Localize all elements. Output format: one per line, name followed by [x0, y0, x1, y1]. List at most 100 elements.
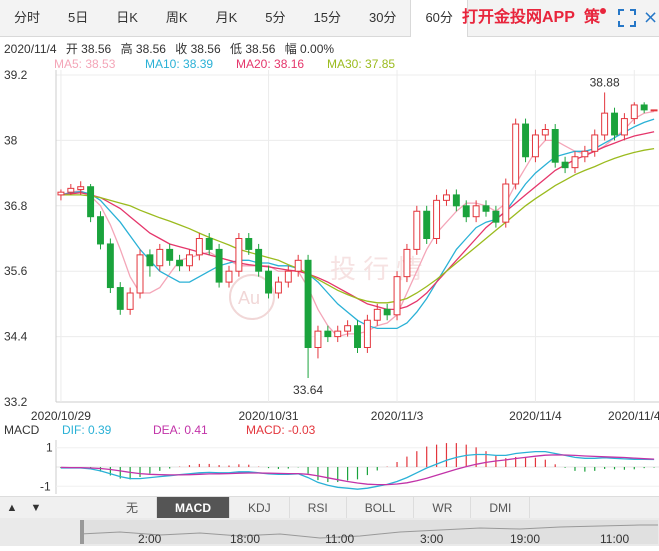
- ma5-legend: MA5: 38.53: [54, 57, 116, 71]
- info-open: 开 38.56: [65, 42, 112, 56]
- indicator-bar: ▲ ▼ 无 MACD KDJ RSI BOLL WR DMI: [0, 496, 659, 519]
- macd-title: MACD: [4, 423, 40, 437]
- macd-dea-line: [60, 454, 655, 486]
- nav-label-2: 18:00: [230, 532, 261, 546]
- y-tick-label: 36.8: [4, 199, 28, 213]
- macd-chart: 1 -1: [40, 440, 659, 494]
- y-tick-label: 33.2: [4, 395, 28, 409]
- candle-body: [235, 238, 243, 272]
- ma20-legend: MA20: 38.16: [236, 57, 305, 71]
- candle-body: [225, 270, 233, 283]
- candle-body: [650, 109, 658, 112]
- info-change: 幅 0.00%: [284, 42, 335, 56]
- candle-body: [443, 194, 450, 201]
- candle-body: [472, 205, 480, 218]
- candle-body: [640, 104, 648, 111]
- candle-body: [195, 238, 203, 256]
- indicator-rsi[interactable]: RSI: [290, 497, 347, 519]
- candle-body: [522, 123, 530, 158]
- open-app-link[interactable]: 打开金投网APP: [462, 9, 575, 26]
- indicator-dmi[interactable]: DMI: [471, 497, 531, 519]
- macd-dif: DIF: 0.39: [62, 423, 112, 437]
- candle-body: [581, 150, 589, 158]
- watermark-au: Au: [238, 288, 260, 308]
- timeframe-tabs: 分时 5日 日K 周K 月K 5分 15分 30分 60分: [0, 0, 659, 37]
- candle-body: [482, 205, 490, 212]
- tab-30min[interactable]: 30分: [368, 10, 397, 25]
- indicator-macd[interactable]: MACD: [157, 497, 231, 519]
- x-tick-label: 2020/10/31: [239, 409, 299, 423]
- tab-5day[interactable]: 5日: [68, 10, 89, 25]
- ohlc-info: 2020/11/4 开 38.56 高 38.56 收 38.56 低 38.5…: [4, 40, 340, 57]
- policy-link[interactable]: 策: [584, 9, 601, 26]
- candle-body: [67, 187, 75, 193]
- tab-daily-k[interactable]: 日K: [116, 10, 138, 25]
- x-tick-label: 2020/11/4: [509, 409, 562, 423]
- candle-body: [77, 186, 85, 190]
- candle-body: [373, 308, 381, 321]
- indicator-none[interactable]: 无: [108, 497, 158, 519]
- navigator-handle-left: [80, 520, 84, 544]
- close-icon[interactable]: ⨯: [643, 7, 659, 27]
- candle-body: [393, 276, 401, 316]
- candle-body: [452, 194, 460, 207]
- tab-fenshi[interactable]: 分时: [14, 10, 41, 25]
- ma30-legend: MA30: 37.85: [327, 57, 396, 71]
- y-tick-label: 35.6: [4, 264, 28, 278]
- fullscreen-icon[interactable]: [618, 9, 636, 27]
- tab-monthly-k[interactable]: 月K: [215, 10, 238, 25]
- candle-body: [245, 238, 253, 250]
- macd-dif-line: [60, 450, 655, 490]
- candle-body: [512, 123, 520, 185]
- indicator-wr[interactable]: WR: [414, 497, 472, 519]
- candle-body: [116, 287, 124, 310]
- ma10-legend: MA10: 38.39: [145, 57, 214, 71]
- y-tick-label: 34.4: [4, 330, 28, 344]
- candle-body: [176, 259, 184, 267]
- y-tick-label: 39.2: [4, 68, 28, 82]
- candle-body: [541, 129, 549, 136]
- range-navigator[interactable]: [0, 518, 659, 546]
- candle-body: [334, 330, 342, 338]
- price-annotation: 38.88: [590, 75, 620, 89]
- candle-body: [344, 325, 352, 332]
- candle-body: [363, 319, 371, 348]
- candle-body: [284, 270, 292, 283]
- candle-body: [551, 129, 559, 163]
- down-arrow-icon[interactable]: ▼: [30, 502, 42, 514]
- indicator-boll[interactable]: BOLL: [347, 497, 415, 519]
- nav-label-4: 3:00: [420, 532, 444, 546]
- candle-body: [205, 238, 213, 250]
- info-high: 高 38.56: [120, 42, 166, 56]
- x-tick-label: 2020/11/3: [371, 409, 424, 423]
- macd-dea: DEA: 0.41: [153, 423, 208, 437]
- candle-body: [265, 270, 272, 294]
- indicator-kdj[interactable]: KDJ: [230, 497, 290, 519]
- candle-body: [502, 183, 510, 223]
- tab-15min[interactable]: 15分: [313, 10, 341, 25]
- tab-5min[interactable]: 5分: [265, 10, 286, 25]
- nav-label-3: 11:00: [325, 532, 355, 546]
- candle-body: [571, 156, 579, 169]
- info-close: 收 38.56: [175, 42, 221, 56]
- tab-weekly-k[interactable]: 周K: [165, 10, 188, 25]
- ma-line-ma5: [60, 110, 655, 338]
- x-tick-label: 2020/11/4: [608, 409, 659, 423]
- candle-body: [166, 248, 174, 261]
- candle-body: [611, 112, 618, 136]
- candle-body: [423, 210, 431, 239]
- macd-value: MACD: -0.03: [246, 423, 316, 437]
- up-arrow-icon[interactable]: ▲: [6, 502, 18, 514]
- candle-body: [403, 248, 411, 278]
- tab-60min[interactable]: 60分: [410, 0, 468, 37]
- candle-body: [433, 199, 441, 240]
- candle-body: [87, 186, 95, 218]
- candle-body: [462, 205, 470, 218]
- ma-line-ma10: [60, 118, 655, 330]
- candle-body: [314, 330, 322, 348]
- candle-body: [304, 259, 312, 348]
- candle-body: [274, 281, 282, 294]
- ma-line-ma30: [60, 147, 655, 304]
